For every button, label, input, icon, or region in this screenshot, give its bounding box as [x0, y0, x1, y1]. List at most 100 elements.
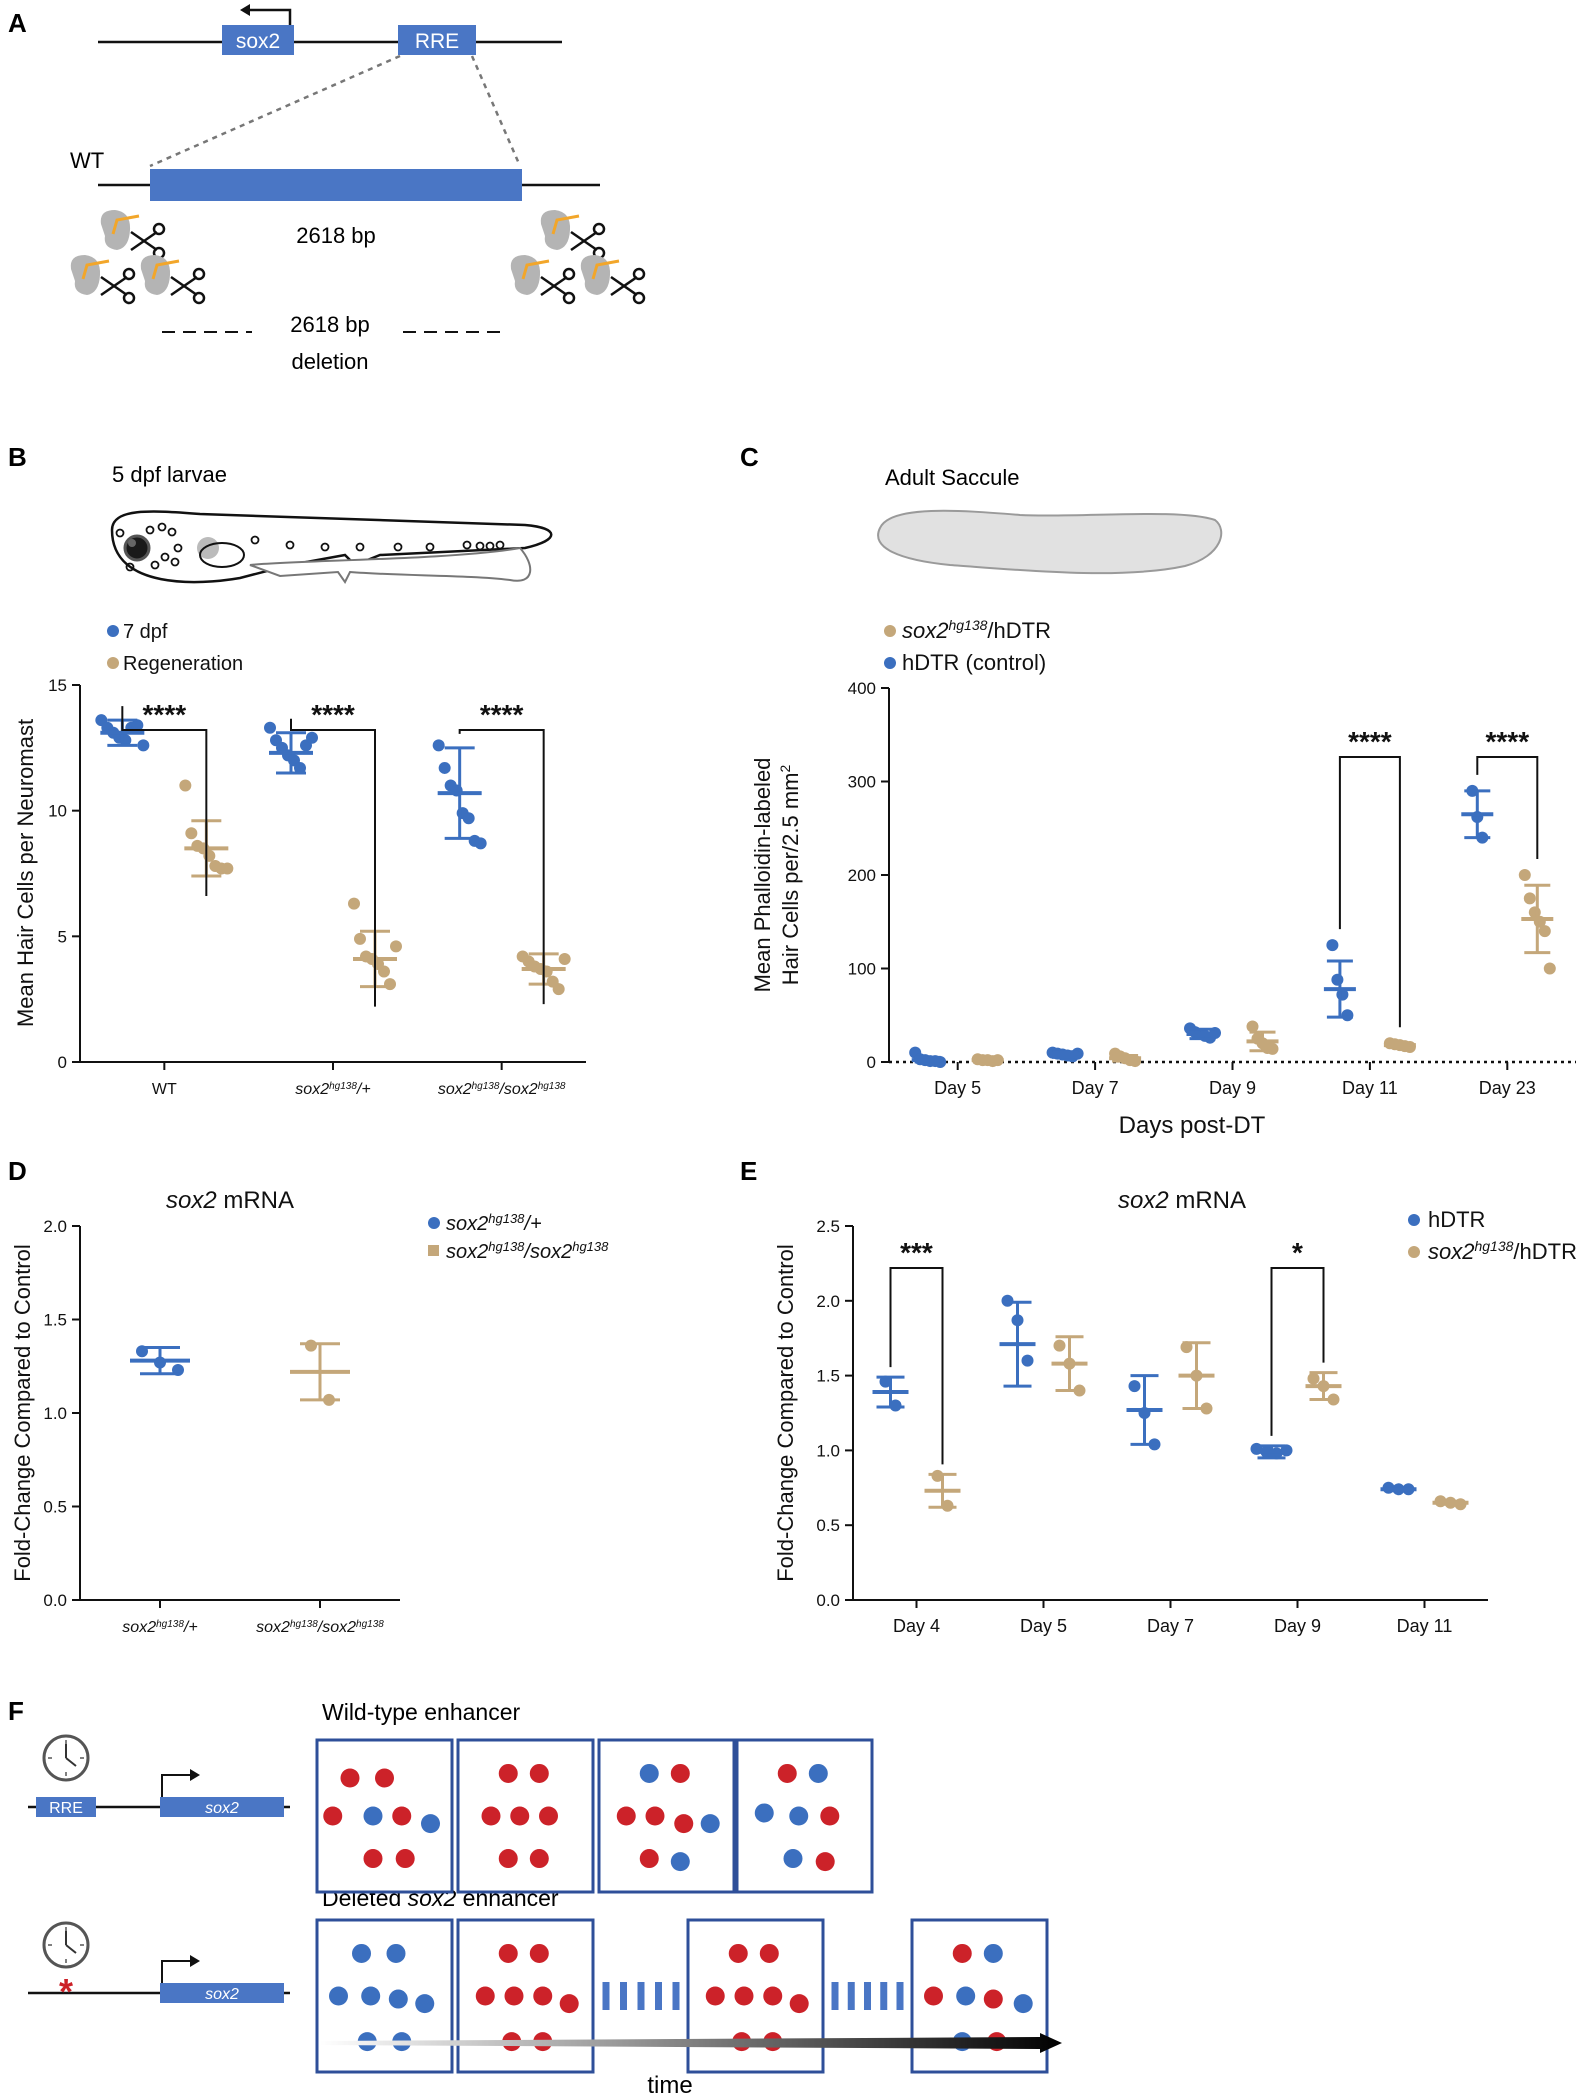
chart-e-sig-0-bracket — [889, 1267, 944, 1465]
chartC-xtick-label: Day 11 — [1342, 1078, 1398, 1098]
red-cell — [670, 1763, 690, 1783]
chartB-xtick-label-part-3: hg138 — [538, 1081, 566, 1092]
panel-c: C Adult Saccule sox2hg138/hDTR hDTR (cont… — [740, 442, 1576, 1139]
red-cell — [983, 1989, 1003, 2009]
panel-f: F Wild-type enhancer Deleted sox2 enhanc… — [8, 1696, 1062, 2099]
red-cell — [395, 1849, 415, 1869]
larvae-label: 5 dpf larvae — [112, 462, 227, 487]
cas-r1-grna-icon — [551, 214, 580, 235]
chartD-xtick-label-part-2: /sox2 — [317, 1619, 356, 1636]
cas-r3-blade2 — [610, 275, 638, 297]
wt-box-2 — [597, 1738, 736, 1894]
deleted-sox2-box — [160, 1983, 284, 2003]
cas-l3-blade2 — [170, 275, 198, 297]
red-cell — [504, 1986, 524, 2006]
red-cell — [616, 1806, 636, 1826]
chartC-xtick-label: Day 9 — [1209, 1078, 1256, 1098]
chartB-point — [348, 897, 360, 910]
chartD-ytick-label: 1.0 — [43, 1404, 67, 1423]
cas-r2 — [510, 255, 576, 305]
chartB-point — [306, 731, 318, 744]
sox2-gene-box — [222, 25, 294, 55]
chartB-point — [552, 983, 565, 996]
blue-cell — [352, 1943, 371, 1963]
chartE-xtick-label: Day 7 — [1147, 1616, 1194, 1636]
chartD-xtick-label-part-0: sox2 — [122, 1619, 156, 1636]
legend-d-label-part-0: sox2 — [446, 1213, 488, 1235]
cas-l1 — [100, 210, 166, 260]
legend-b-label: 7 dpf — [123, 621, 168, 643]
chart-c: 0 100 200 300 400 Day 5 Day 7 Day 9 Day 11 Day 23… — [750, 679, 1576, 1139]
chartE-point — [1053, 1339, 1066, 1352]
chartE-point — [1307, 1372, 1320, 1385]
legend-c-label-part-2: hDTR (control) — [902, 650, 1046, 675]
panel-a-letter: A — [8, 8, 27, 38]
chartB-point — [390, 940, 402, 953]
legend-b-label: Regeneration — [123, 653, 243, 675]
chartB-point — [179, 779, 192, 792]
chart-e-sig-0-stars: *** — [900, 1237, 933, 1268]
wt-sox2-box — [160, 1797, 284, 1817]
chart-c-ylabel-line2-part-0: Hair Cells per/2.5 mm — [778, 773, 803, 986]
chartC-xtick-label: Day 5 — [934, 1078, 981, 1098]
sox2-gene-label: sox2 — [236, 30, 280, 53]
chart-d-title-part-0: sox2 — [166, 1187, 217, 1214]
legend-c-label-part-0: sox2 — [902, 618, 948, 643]
chartB-point — [221, 862, 234, 875]
deletion-label-line2: deletion — [291, 349, 368, 374]
time-gap-0 — [602, 1982, 680, 2010]
chartD-xtick-label-part-0: sox2 — [256, 1619, 290, 1636]
chartC-xtick-label: Day 23 — [1479, 1078, 1536, 1098]
blue-cell — [388, 1989, 408, 2009]
cas-r3-scissors-icon — [610, 267, 646, 305]
legend-e-label-part-2: /hDTR — [1513, 1239, 1577, 1264]
red-cell — [559, 1994, 579, 2014]
blue-cell — [670, 1852, 690, 1872]
chart-b-sig-0-bracket — [121, 706, 208, 897]
deleted-box-3 — [910, 1918, 1049, 2074]
chartB-xtick-label: WT — [152, 1081, 177, 1098]
cas-l2-scissors-icon — [100, 267, 136, 305]
wt-tss-arrowhead-icon — [190, 1769, 200, 1781]
cas-l2-blade2 — [100, 275, 128, 297]
red-cell — [539, 1806, 558, 1826]
chartB-point — [264, 721, 276, 734]
larva-yolk — [199, 542, 245, 568]
chartB-ytick-label: 10 — [48, 802, 67, 821]
chartD-ytick-label: 0.5 — [43, 1498, 67, 1517]
chartE-xtick-label: Day 5 — [1020, 1616, 1067, 1636]
chart-e-sig-3-bracket — [1270, 1267, 1325, 1436]
chartD-xtick-label-part-1: hg138 — [156, 1619, 184, 1630]
deleted-tss-arrowhead-icon — [190, 1955, 200, 1967]
larva-otic-vesicle — [197, 537, 219, 559]
cas-l3-grna-icon — [151, 259, 180, 280]
legend-c-label: sox2hg138/hDTR — [902, 617, 1051, 643]
time-gap-1 — [831, 1982, 904, 2010]
deleted-tss-arrow-icon — [161, 1960, 192, 1983]
chartC-ytick-label: 100 — [848, 960, 876, 979]
chartE-ytick-label: 1.5 — [816, 1367, 840, 1386]
cas-r2-scissors-icon — [540, 267, 576, 305]
red-cell — [763, 1986, 783, 2006]
red-cell — [529, 1763, 549, 1783]
rre-box — [398, 25, 476, 55]
chartE-xtick-label: Day 11 — [1397, 1616, 1453, 1636]
legend-d-marker — [428, 1245, 439, 1256]
chartB-xtick-label-part-2: /sox2 — [498, 1081, 537, 1098]
time-label: time — [647, 2072, 692, 2099]
tss-arrowhead-icon — [240, 4, 250, 16]
time-gap-dash — [864, 1982, 871, 2010]
chartB-xtick-label-part-1: hg138 — [472, 1081, 500, 1092]
legend-d-label-part-2: /sox2 — [522, 1241, 572, 1263]
chartC-point — [1341, 1009, 1354, 1022]
wt-label: WT — [70, 148, 104, 173]
blue-cell — [639, 1763, 659, 1783]
chartC-ytick-label: 0 — [867, 1053, 876, 1072]
wt-enhancer-title: Wild-type enhancer — [322, 1699, 520, 1725]
legend-c-label-part-1: hg138 — [948, 617, 987, 633]
chartB-ytick-label: 15 — [48, 676, 67, 695]
chartE-point — [1021, 1354, 1034, 1367]
